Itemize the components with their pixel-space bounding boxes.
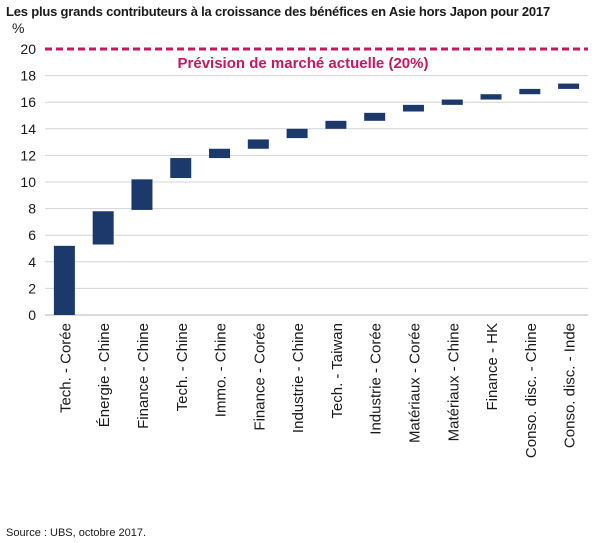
x-tick-label: Matériaux - Corée xyxy=(406,323,423,443)
y-tick-label: 12 xyxy=(20,147,36,163)
x-tick-label: Tech. - Chine xyxy=(174,323,191,411)
bar-1 xyxy=(53,245,75,315)
x-tick-label: Finance - Chine xyxy=(135,323,152,429)
x-tick-label: Finance - HK xyxy=(484,323,501,411)
reference-line-label: Prévision de marché actuelle (20%) xyxy=(178,55,429,72)
bar-7 xyxy=(286,128,308,139)
bar-12 xyxy=(480,94,502,100)
bar-4 xyxy=(170,158,192,179)
bar-5 xyxy=(209,148,231,159)
x-tick-label: Industrie - Chine xyxy=(290,323,307,433)
x-tick-label: Immo. - Chine xyxy=(213,323,230,417)
bar-9 xyxy=(364,112,386,121)
y-tick-label: 2 xyxy=(28,280,36,296)
x-tick-label: Énergie - Chine xyxy=(96,323,113,427)
y-tick-label: 14 xyxy=(20,121,36,137)
x-tick-label: Conso. disc. - Chine xyxy=(523,323,540,458)
bars xyxy=(53,83,580,315)
bar-3 xyxy=(131,179,153,210)
y-tick-label: 10 xyxy=(20,174,36,190)
x-tick-label: Matériaux - Chine xyxy=(445,323,462,441)
y-tick-label: 16 xyxy=(20,94,36,110)
bar-10 xyxy=(402,104,424,112)
bar-13 xyxy=(519,88,541,95)
y-tick-label: 20 xyxy=(20,41,36,57)
bar-2 xyxy=(92,211,114,245)
y-axis-label: % xyxy=(12,20,24,36)
y-tick-label: 6 xyxy=(28,227,36,243)
y-tick-label: 8 xyxy=(28,201,36,217)
gridlines xyxy=(45,75,588,316)
source-note: Source : UBS, octobre 2017. xyxy=(6,527,147,539)
x-tick-label: Tech. - Corée xyxy=(57,323,74,413)
x-axis-tick-labels: Tech. - Corée Énergie - Chine Finance - Ch… xyxy=(57,323,578,458)
y-axis-tick-labels: 0 2 4 6 8 10 12 14 16 18 20 xyxy=(20,41,36,323)
bar-14 xyxy=(558,83,580,89)
x-tick-label: Industrie - Corée xyxy=(368,323,385,435)
x-tick-label: Tech. - Taiwan xyxy=(329,323,346,419)
y-tick-label: 0 xyxy=(28,307,36,323)
y-tick-label: 18 xyxy=(20,68,36,84)
bar-11 xyxy=(441,99,463,105)
y-tick-label: 4 xyxy=(28,254,36,270)
x-tick-label: Finance - Corée xyxy=(251,323,268,431)
bar-8 xyxy=(325,120,347,129)
x-tick-label: Conso. disc. - Inde xyxy=(562,323,579,448)
bar-6 xyxy=(247,139,269,149)
chart-title: Les plus grands contributeurs à la crois… xyxy=(6,4,550,19)
